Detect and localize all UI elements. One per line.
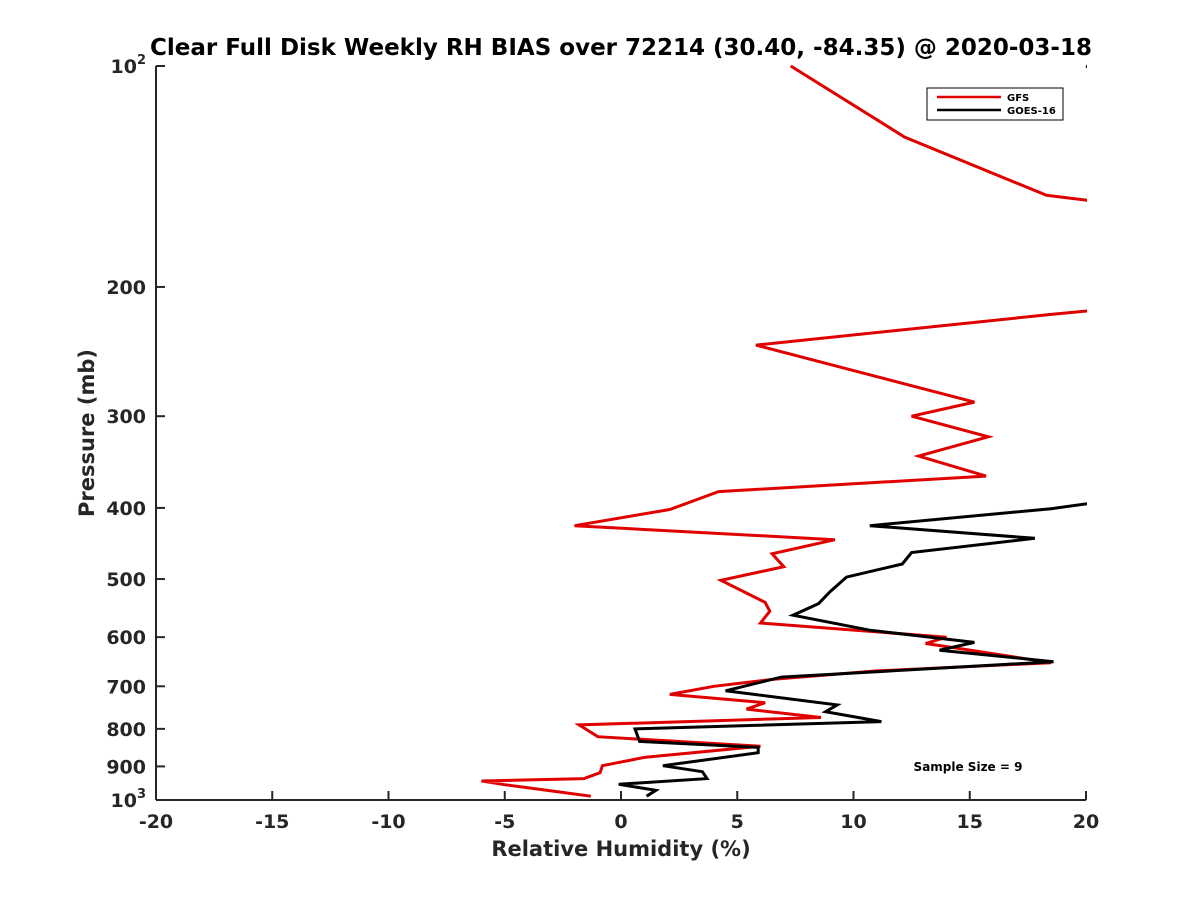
y-axis-label: Pressure (mb) bbox=[75, 349, 99, 517]
sample-size-annotation: Sample Size = 9 bbox=[914, 760, 1023, 774]
x-tick-label: -10 bbox=[371, 811, 405, 833]
x-tick-label: -5 bbox=[494, 811, 515, 833]
legend-label-gfs: GFS bbox=[1007, 93, 1029, 104]
x-tick-label: 0 bbox=[614, 811, 627, 833]
series-line-gfs bbox=[481, 64, 1087, 798]
x-tick-label: 15 bbox=[957, 811, 983, 833]
plot-area bbox=[481, 64, 1087, 798]
x-axis-label: Relative Humidity (%) bbox=[491, 837, 750, 861]
x-tick-label: -20 bbox=[139, 811, 173, 833]
y-tick-label: 102 bbox=[111, 53, 147, 78]
y-tick-label: 200 bbox=[106, 277, 146, 299]
legend-box bbox=[926, 87, 1064, 121]
x-axis: -20 -15 -10 -5 0 5 10 15 20 bbox=[139, 791, 1099, 833]
x-tick-label: 20 bbox=[1073, 811, 1099, 833]
y-tick-label: 500 bbox=[106, 569, 146, 591]
y-tick-label: 400 bbox=[106, 498, 146, 520]
y-tick-label: 300 bbox=[106, 406, 146, 428]
x-tick-label: -15 bbox=[255, 811, 289, 833]
legend-label-goes16: GOES-16 bbox=[1007, 106, 1056, 117]
legend: GFS GOES-16 bbox=[926, 87, 1064, 121]
y-tick-label: 600 bbox=[106, 627, 146, 649]
series-line-goes16 bbox=[618, 64, 1087, 798]
x-tick-label: 10 bbox=[840, 811, 866, 833]
y-tick-label: 103 bbox=[111, 787, 147, 812]
y-tick-label: 700 bbox=[106, 676, 146, 698]
y-tick-label: 800 bbox=[106, 719, 146, 741]
chart-title: Clear Full Disk Weekly RH BIAS over 7221… bbox=[150, 35, 1092, 61]
y-tick-label: 900 bbox=[106, 756, 146, 778]
x-tick-label: 5 bbox=[731, 811, 744, 833]
y-axis: 102 200 300 400 500 600 700 800 900 103 bbox=[106, 53, 165, 812]
